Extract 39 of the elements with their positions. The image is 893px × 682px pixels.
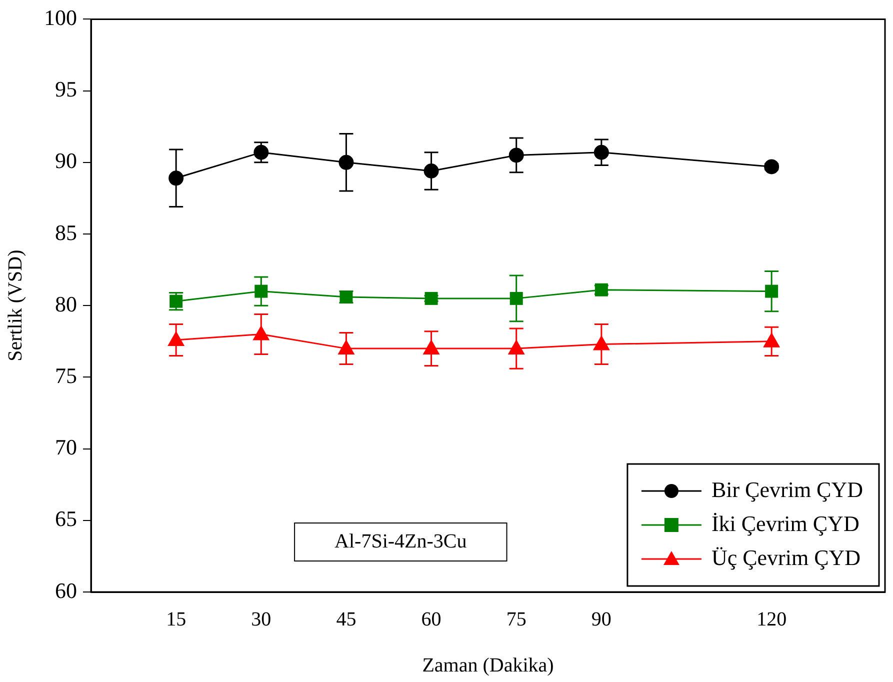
point [338,154,354,170]
y-tick-label: 70 [55,434,77,460]
point [510,292,523,305]
point [763,332,780,348]
point [254,144,269,160]
point [424,292,438,305]
x-tick-label: 120 [756,608,787,630]
y-tick-label: 75 [55,362,77,388]
x-tick-label: 90 [591,608,612,630]
legend-label: Bir Çevrim ÇYD [711,476,864,502]
x-tick-label: 75 [506,608,526,630]
y-tick-label: 100 [44,4,77,30]
legend-label: Üç Çevrim ÇYD [711,544,861,570]
y-tick-label: 65 [55,506,77,532]
y-tick-label: 80 [55,291,77,316]
point [422,340,440,355]
point [254,284,268,298]
point [168,170,184,186]
point [424,163,439,178]
annotation: Al-7Si-4Zn-3Cu [334,530,467,552]
point [592,335,610,350]
x-axis-title: Zaman (Dakika) [422,654,554,676]
y-axis-title: Sertlik (VSD) [4,250,26,362]
point [168,330,185,346]
x-tick-label: 30 [251,608,272,630]
y-tick-label: 60 [55,578,77,603]
x-tick-label: 60 [421,608,442,630]
point [508,340,525,355]
x-tick-label: 45 [336,608,356,630]
y-tick-label: 90 [55,148,77,174]
x-tick-label: 15 [166,608,186,630]
point [594,144,609,160]
point [765,284,778,298]
y-tick-label: 85 [55,220,77,245]
point [338,340,355,355]
point [252,325,270,340]
point [508,148,524,163]
y-tick-label: 95 [55,76,77,102]
legend-label: İki Çevrim ÇYD [711,510,860,536]
